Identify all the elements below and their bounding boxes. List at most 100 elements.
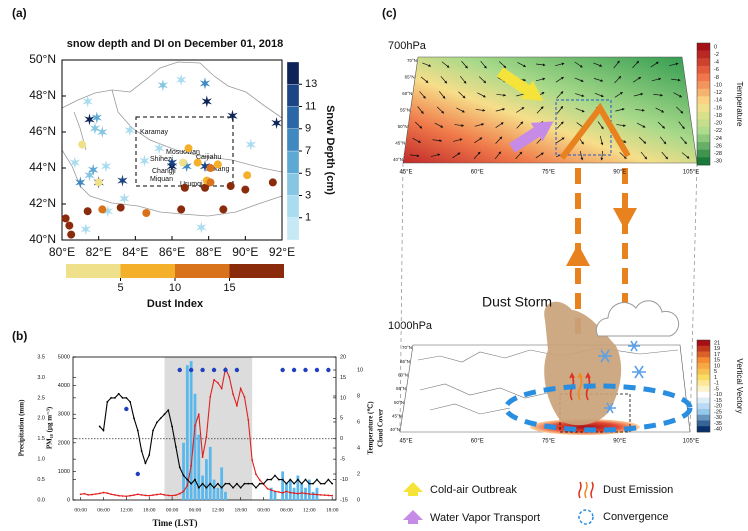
series-point [122,397,124,399]
colorbar-bin [697,157,710,165]
dust-point [214,160,222,168]
colorbar-tick-label: -10 [714,82,722,88]
precip-bar [289,480,292,500]
colorbar-bin [287,151,299,173]
precip-bar [213,480,216,500]
series-point [327,479,329,481]
dust-point [243,171,251,179]
series-point [301,492,303,494]
colorbar-bin [697,96,710,104]
series-point [106,492,108,494]
cloud-dot [280,368,284,372]
x-tick-label: 18:00 [143,507,156,513]
dust-point [185,144,193,152]
x-tick-label: 06:00 [189,507,202,513]
precip-bar [224,492,227,500]
dust-point [65,222,73,230]
y-axis-title: Cloud Cover [377,409,385,447]
cloud-dot [303,368,307,372]
series-point [171,495,173,497]
colorbar-bin [697,43,710,51]
series-point [228,376,230,378]
colorbar-bin [697,415,710,421]
colorbar-tick-label: -8 [714,75,719,81]
series-point [320,494,322,496]
series-point [183,475,185,477]
series-point [301,483,303,485]
colorbar-bin [287,107,299,129]
dust-point [117,204,125,212]
series-point [129,401,131,403]
series-point [186,485,188,487]
series-point [206,436,208,438]
colorbar-bin [697,403,710,409]
colorbar-tick-label: -14 [714,98,722,104]
colorbar-bin [697,392,710,398]
lon-label: 75°E [542,439,555,445]
series-point [122,495,124,497]
series-point [270,489,272,491]
y-tick-label: 0 [357,497,360,503]
x-tick-label: 00:00 [74,507,87,513]
y-tick-label: 1.0 [37,457,45,463]
colorbar-tick-label: 10 [169,282,181,294]
cloud-dot [136,472,140,476]
series-point [202,483,204,485]
city-label: Mosuowan [166,149,200,156]
precip-bar [220,467,223,500]
series-point [125,397,127,399]
series-point [114,397,116,399]
dust-point [227,182,235,190]
series-point [160,493,162,495]
colorbar-bin [697,89,710,97]
colorbar-tick-label: -26 [714,143,722,149]
colorbar-tick-label: 7 [305,145,311,157]
series-point [209,396,211,398]
series-point [95,493,97,495]
series-point [209,483,211,485]
series-point [175,446,177,448]
colorbar-bin [287,173,299,195]
x-tick-label: 12:00 [120,507,133,513]
lat-label: 50°N [398,124,408,129]
series-point [125,495,127,497]
precip-bar [274,492,277,500]
colorbar-bin [287,129,299,151]
cloud-dot [200,368,204,372]
y-tick-label: 3.0 [37,375,45,381]
y-tick-label: 20 [340,354,346,360]
colorbar-bin [66,264,121,278]
panel-label: (c) [382,6,397,20]
y-tick-label: 2 [357,471,360,477]
series-point [278,491,280,493]
colorbar-tick-label: 15 [223,282,235,294]
series-point [167,495,169,497]
series-point [327,495,329,497]
y-tick-label: 2.5 [37,395,45,401]
lat-label: 50°N [394,400,404,405]
series-point [297,479,299,481]
series-point [137,430,139,432]
series-point [145,495,147,497]
series-point [259,483,261,485]
series-point [305,493,307,495]
series-point [240,388,242,390]
series-point [164,494,166,496]
y-tick-label: -10 [340,477,348,483]
y-tick-label: 0 [67,497,70,503]
x-tick-label: 00:00 [166,507,179,513]
precip-bar [194,394,197,500]
colorbar-tick-label: 5 [117,282,123,294]
lat-label: 55°N [396,386,406,391]
precip-bar [209,447,212,500]
x-tick-label: 06:00 [280,507,293,513]
precip-bar [205,459,208,500]
series-point [270,479,272,481]
legend-label: Dust Emission [603,484,673,496]
lat-label: 45°N [395,141,405,146]
y-tick-label: 15 [340,375,346,381]
dust-point [95,178,103,186]
y-tick-label: 1000 [58,469,70,475]
event-shade [164,357,252,500]
panel-label: (b) [12,329,27,343]
